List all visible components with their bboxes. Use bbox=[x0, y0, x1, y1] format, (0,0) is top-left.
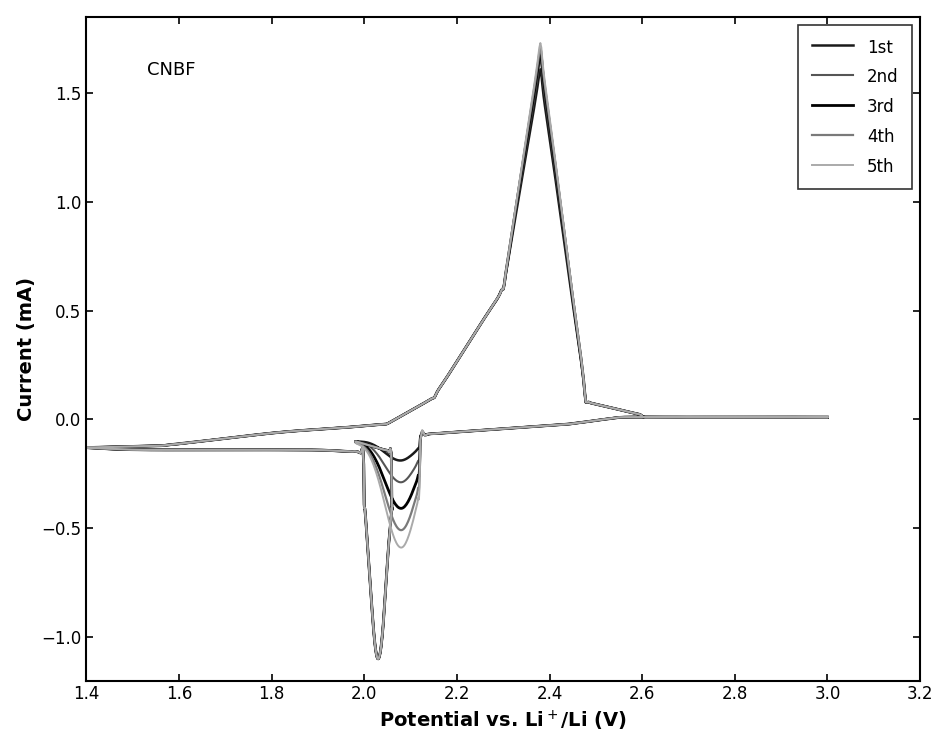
5th bbox=[109, 445, 121, 454]
4th bbox=[372, 654, 384, 663]
5th bbox=[661, 413, 673, 422]
1st bbox=[95, 442, 106, 452]
4th bbox=[413, 401, 425, 410]
Line: 2nd: 2nd bbox=[86, 58, 827, 658]
Line: 3rd: 3rd bbox=[86, 52, 827, 658]
Y-axis label: Current (mA): Current (mA) bbox=[17, 277, 36, 421]
2nd bbox=[661, 413, 673, 422]
2nd bbox=[536, 58, 547, 68]
4th bbox=[822, 413, 833, 422]
2nd bbox=[822, 413, 833, 422]
4th bbox=[536, 47, 547, 56]
5th bbox=[536, 43, 547, 52]
2nd bbox=[535, 54, 546, 63]
3rd bbox=[413, 401, 425, 410]
5th bbox=[166, 440, 178, 449]
5th bbox=[95, 442, 106, 452]
3rd bbox=[822, 413, 833, 422]
1st bbox=[822, 413, 833, 422]
4th bbox=[535, 43, 546, 52]
4th bbox=[166, 440, 178, 449]
4th bbox=[95, 442, 106, 452]
5th bbox=[413, 401, 425, 410]
2nd bbox=[95, 442, 106, 452]
2nd bbox=[166, 440, 178, 449]
3rd bbox=[661, 413, 673, 422]
3rd bbox=[372, 654, 384, 663]
2nd bbox=[413, 401, 425, 410]
1st bbox=[535, 64, 546, 74]
1st bbox=[109, 445, 121, 454]
4th bbox=[109, 445, 121, 454]
Line: 5th: 5th bbox=[86, 43, 827, 658]
3rd bbox=[95, 442, 106, 452]
5th bbox=[372, 654, 384, 663]
Text: CNBF: CNBF bbox=[146, 62, 195, 80]
1st bbox=[536, 69, 547, 78]
Line: 1st: 1st bbox=[86, 69, 827, 658]
Line: 4th: 4th bbox=[86, 47, 827, 658]
2nd bbox=[372, 654, 384, 663]
4th bbox=[822, 413, 833, 422]
4th bbox=[661, 413, 673, 422]
5th bbox=[822, 413, 833, 422]
1st bbox=[822, 413, 833, 422]
3rd bbox=[822, 413, 833, 422]
3rd bbox=[166, 440, 178, 449]
5th bbox=[535, 38, 546, 47]
3rd bbox=[109, 445, 121, 454]
1st bbox=[372, 654, 384, 663]
Legend: 1st, 2nd, 3rd, 4th, 5th: 1st, 2nd, 3rd, 4th, 5th bbox=[798, 25, 912, 189]
1st bbox=[661, 413, 673, 422]
X-axis label: Potential vs. Li$^+$/Li (V): Potential vs. Li$^+$/Li (V) bbox=[379, 709, 627, 734]
3rd bbox=[535, 47, 546, 56]
3rd bbox=[536, 52, 547, 61]
2nd bbox=[109, 445, 121, 454]
1st bbox=[166, 440, 178, 449]
2nd bbox=[822, 413, 833, 422]
1st bbox=[413, 401, 425, 410]
5th bbox=[822, 413, 833, 422]
